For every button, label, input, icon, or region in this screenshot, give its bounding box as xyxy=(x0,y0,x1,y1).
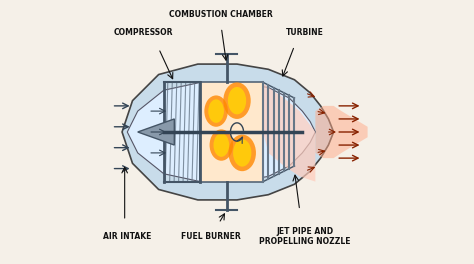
Text: FUEL BURNER: FUEL BURNER xyxy=(181,232,241,241)
Ellipse shape xyxy=(208,99,224,123)
Ellipse shape xyxy=(233,139,251,167)
Polygon shape xyxy=(122,64,334,200)
Text: COMPRESSOR: COMPRESSOR xyxy=(113,28,173,37)
Polygon shape xyxy=(128,82,315,182)
Ellipse shape xyxy=(223,82,251,119)
Ellipse shape xyxy=(213,133,229,157)
FancyBboxPatch shape xyxy=(201,82,263,182)
Polygon shape xyxy=(138,119,174,145)
Polygon shape xyxy=(315,106,368,158)
Ellipse shape xyxy=(228,135,256,171)
Text: AIR INTAKE: AIR INTAKE xyxy=(103,232,152,241)
Text: COMBUSTION CHAMBER: COMBUSTION CHAMBER xyxy=(169,10,273,19)
Polygon shape xyxy=(263,82,315,182)
Ellipse shape xyxy=(204,95,228,127)
Ellipse shape xyxy=(228,87,246,114)
Text: JET PIPE AND
PROPELLING NOZZLE: JET PIPE AND PROPELLING NOZZLE xyxy=(259,227,351,246)
Ellipse shape xyxy=(210,129,233,161)
Text: TURBINE: TURBINE xyxy=(286,28,324,37)
